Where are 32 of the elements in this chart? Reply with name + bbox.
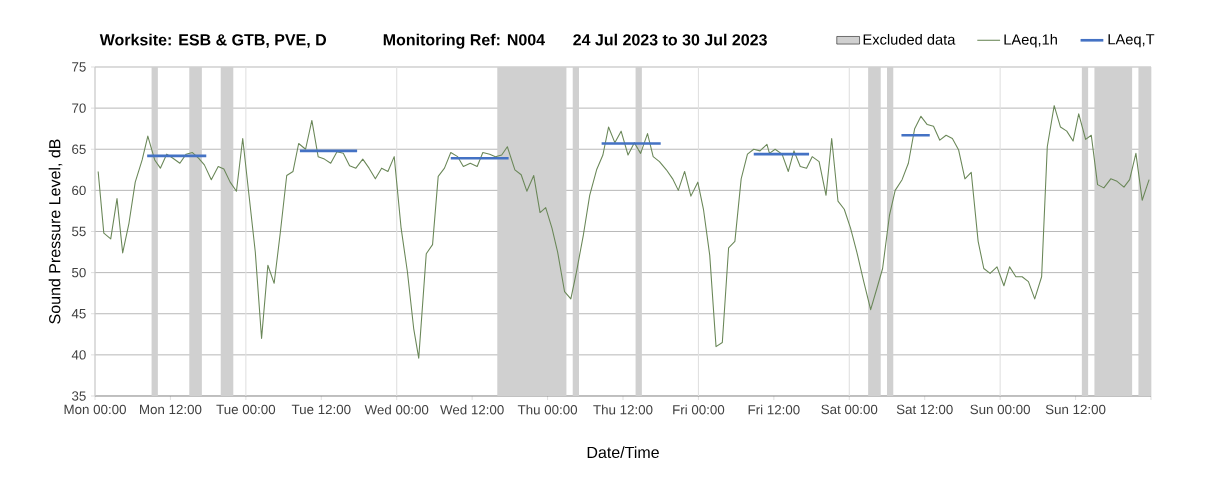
x-axis-title: Date/Time	[587, 446, 659, 459]
x-tick-label: Sat 12:00	[896, 404, 953, 415]
x-tick-label: Mon 12:00	[140, 404, 202, 415]
y-tick-label: 45	[71, 309, 86, 319]
text: 24 Jul 2023 to 30 Jul 2023	[573, 33, 767, 46]
chart-title: Worksite: ESB & GTB, PVE, D	[99, 33, 327, 48]
y-tick-label: 55	[72, 226, 86, 237]
y-axis-title: Sound Pressure Level, dB	[48, 139, 63, 324]
chart-subtitle: Monitoring Ref: N004	[383, 33, 545, 49]
x-tick-label: Fri 12:00	[748, 404, 800, 415]
y-tick-label: 70	[72, 103, 86, 113]
line-series	[97, 105, 1150, 359]
x-tick-label: Wed 12:00	[440, 404, 504, 415]
legend-label: Excluded data	[863, 33, 956, 45]
x-tick-label: Tue 00:00	[216, 404, 276, 415]
y-tick-label: 50	[72, 267, 86, 278]
x-tick-label: Tue 12:00	[291, 404, 351, 415]
x-tick-label: Sun 00:00	[970, 404, 1030, 415]
x-tick-label: Wed 00:00	[364, 404, 429, 415]
y-tick-label: 75	[72, 62, 86, 72]
x-tick-label: Thu 00:00	[517, 404, 578, 415]
y-tick-label: 65	[72, 144, 86, 154]
legend-label: LAeq,T	[1108, 34, 1155, 48]
y-tick-label: 60	[72, 185, 86, 196]
x-tick-label: Sun 12:00	[1045, 404, 1106, 415]
y-tick-label: 35	[71, 391, 86, 401]
x-tick-label: Mon 00:00	[64, 404, 126, 415]
y-tick-label: 40	[71, 350, 86, 360]
x-tick-label: Sat 00:00	[821, 404, 878, 415]
x-tick-label: Thu 12:00	[593, 404, 653, 415]
x-tick-label: Fri 00:00	[673, 404, 725, 415]
legend-label: LAeq,1h	[1004, 33, 1057, 48]
